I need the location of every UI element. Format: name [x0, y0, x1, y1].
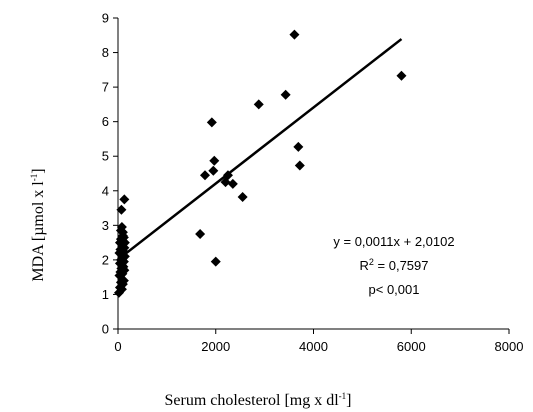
x-tick-label: 0: [114, 339, 121, 354]
x-axis-label: Serum cholesterol [mg x dl-1]: [164, 391, 351, 409]
data-point: [206, 117, 217, 128]
y-tick-label: 7: [102, 80, 109, 95]
data-point: [119, 194, 130, 205]
y-axis-label: MDA [µmol x l-1]: [29, 168, 47, 281]
regression-equation: y = 0,0011x + 2,0102: [333, 234, 454, 249]
data-point: [294, 160, 305, 171]
y-tick-label: 1: [102, 287, 109, 302]
y-tick-label: 8: [102, 45, 109, 60]
x-tick-label: 6000: [397, 339, 426, 354]
r-squared-label: R2 = 0,7597: [360, 257, 429, 273]
y-axis-ticks: 0 1 2 3 4 5 6 7 8 9: [102, 11, 118, 337]
y-tick-label: 3: [102, 218, 109, 233]
data-point: [116, 204, 127, 215]
x-tick-label: 4000: [299, 339, 328, 354]
data-point: [289, 29, 300, 40]
y-tick-label: 9: [102, 11, 109, 26]
data-point: [396, 70, 407, 81]
y-tick-label: 0: [102, 322, 109, 337]
y-tick-label: 4: [102, 183, 109, 198]
data-point: [210, 256, 221, 267]
data-point: [195, 228, 206, 239]
data-point: [119, 237, 130, 248]
x-axis-ticks: 0 2000 4000 6000 8000: [114, 329, 523, 354]
trend-line: [117, 38, 403, 261]
y-tick-label: 2: [102, 252, 109, 267]
data-points: [113, 29, 407, 298]
p-value-label: p< 0,001: [369, 282, 420, 297]
data-point: [199, 170, 210, 181]
data-point: [117, 227, 128, 238]
data-point: [280, 89, 291, 100]
x-tick-label: 2000: [201, 339, 230, 354]
y-tick-label: 6: [102, 114, 109, 129]
data-point: [293, 141, 304, 152]
data-point: [208, 165, 219, 176]
x-tick-label: 8000: [495, 339, 524, 354]
data-point: [237, 191, 248, 202]
y-tick-label: 5: [102, 149, 109, 164]
data-point: [209, 155, 220, 166]
data-point: [253, 99, 264, 110]
data-point: [227, 178, 238, 189]
